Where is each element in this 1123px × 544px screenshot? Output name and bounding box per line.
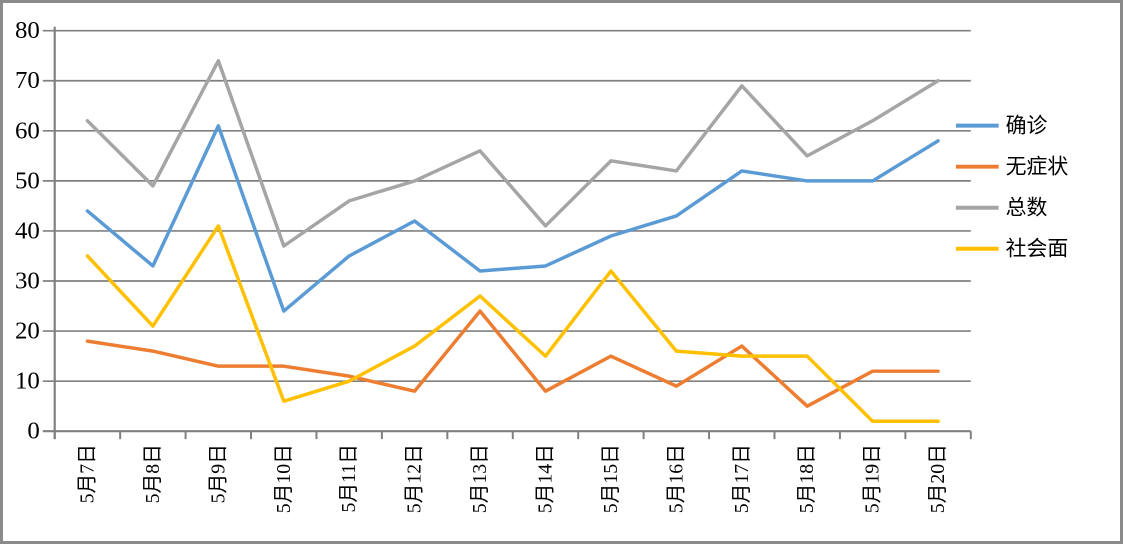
y-tick-label: 30 [15, 268, 40, 295]
x-category-label: 5月17日 [731, 444, 753, 513]
series-line-3 [85, 224, 940, 423]
x-category-label: 5月20日 [927, 444, 949, 513]
legend-label-2: 总数 [1006, 196, 1048, 220]
y-tick-label: 80 [15, 17, 40, 44]
y-tick-label: 20 [15, 318, 40, 345]
series-line-2 [85, 59, 940, 248]
x-category-label: 5月18日 [796, 444, 818, 513]
legend-label-3: 社会面 [1006, 237, 1069, 261]
line-chart: 0 10 20 30 40 50 60 70 80 5月7日 5月8日 5月9日 5月10日 5月11日 5… [3, 3, 1120, 541]
x-category-label: 5月15日 [600, 444, 622, 513]
series-line-1 [85, 309, 940, 408]
legend-item: 确诊 [955, 114, 1048, 138]
legend-item: 总数 [955, 196, 1048, 220]
x-category-label: 5月9日 [207, 444, 229, 503]
legend-item: 社会面 [955, 237, 1069, 261]
y-tick-label: 0 [27, 418, 39, 445]
x-category-label: 5月14日 [534, 444, 556, 513]
x-category-label: 5月7日 [76, 444, 98, 503]
y-tick-label: 70 [15, 67, 40, 94]
legend-label-0: 确诊 [1006, 114, 1048, 138]
x-category-label: 5月19日 [862, 444, 884, 513]
y-tick-label: 10 [15, 368, 40, 395]
x-category-label: 5月10日 [273, 444, 295, 513]
chart-svg: 0 10 20 30 40 50 60 70 80 5月7日 5月8日 5月9日 5月10日 5月11日 5… [15, 17, 1069, 513]
x-category-label: 5月8日 [142, 444, 164, 503]
series-line-0 [85, 124, 940, 313]
y-tick-label: 40 [15, 217, 40, 244]
x-category-label: 5月16日 [665, 444, 687, 513]
y-tick-label: 50 [15, 167, 40, 194]
legend-item: 无症状 [955, 155, 1069, 179]
x-category-label: 5月11日 [338, 444, 360, 512]
x-category-label: 5月12日 [404, 444, 426, 513]
x-category-label: 5月13日 [469, 444, 491, 513]
legend-label-1: 无症状 [1006, 155, 1069, 179]
y-tick-label: 60 [15, 117, 40, 144]
